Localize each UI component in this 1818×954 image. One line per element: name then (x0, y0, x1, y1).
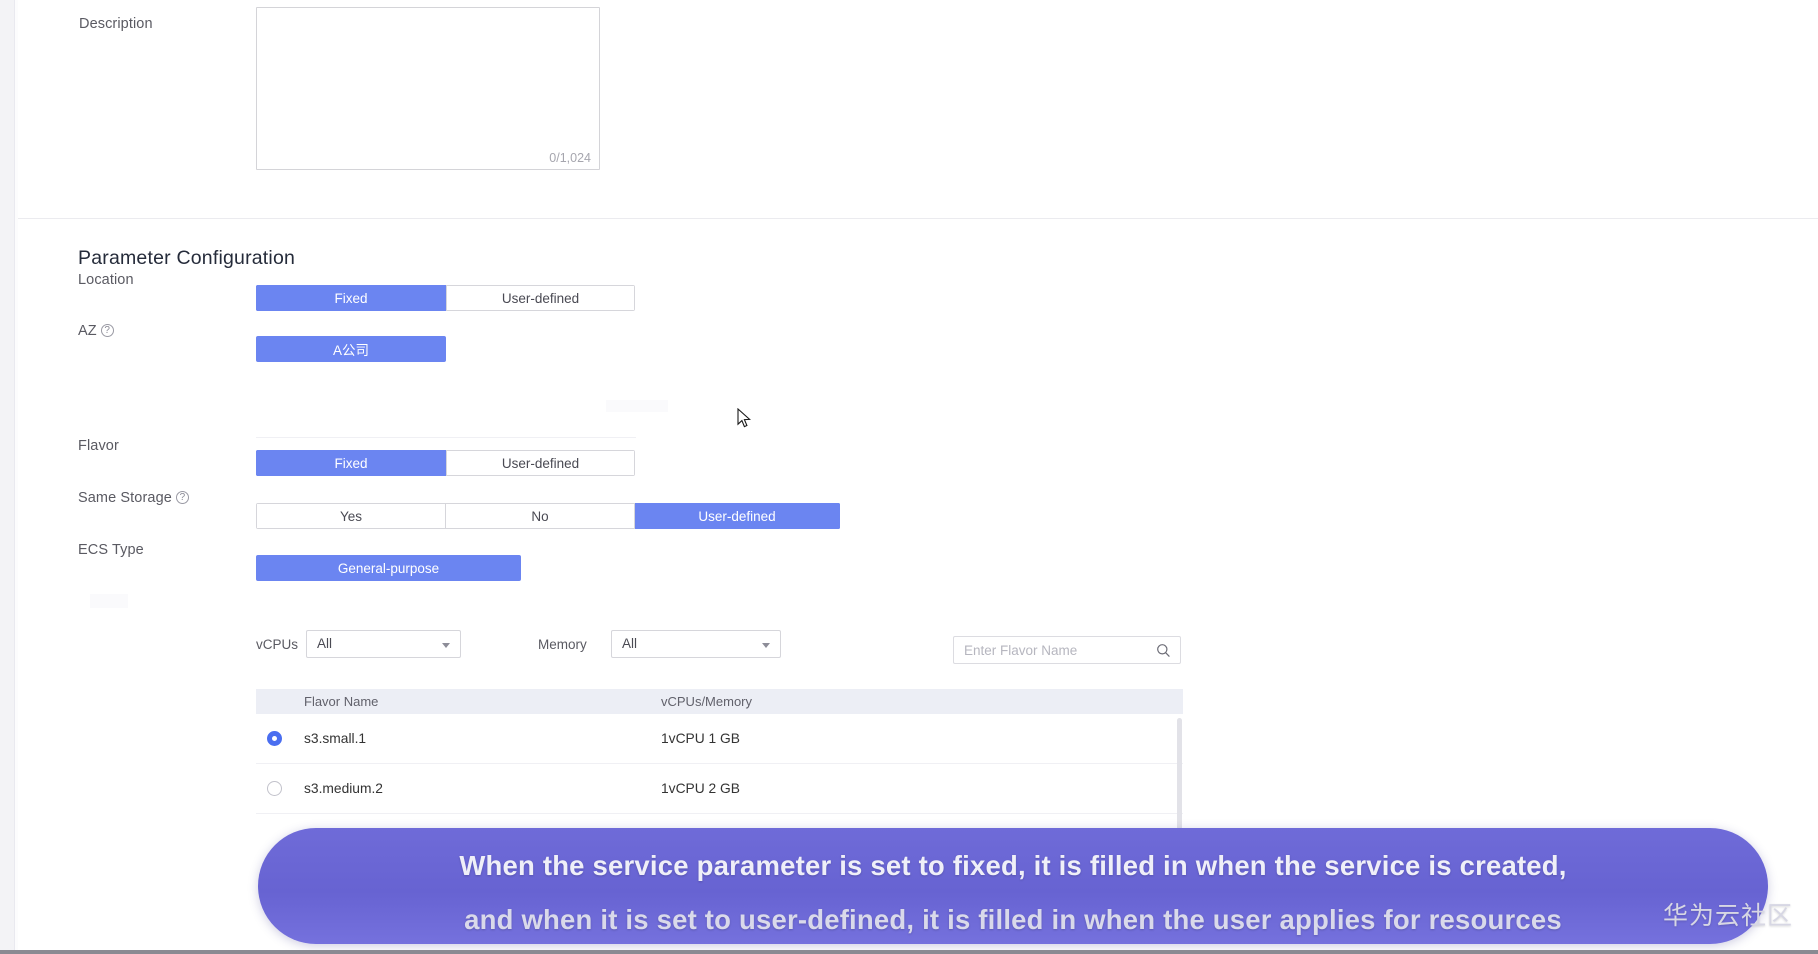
same-storage-option-yes[interactable]: Yes (256, 503, 446, 529)
page-canvas: Description 0/1,024 Parameter Configurat… (18, 0, 1818, 954)
vcpus-filter-label: vCPUs (256, 637, 299, 652)
description-textarea[interactable]: 0/1,024 (256, 7, 600, 170)
cell-flavor-name: s3.medium.2 (304, 781, 383, 796)
az-option-a-company[interactable]: A公司 (256, 336, 446, 362)
mouse-cursor (737, 407, 753, 430)
column-header-vcpus-memory: vCPUs/Memory (661, 694, 753, 709)
search-icon[interactable] (1156, 643, 1171, 658)
az-label: AZ (78, 323, 114, 339)
location-option-user-defined[interactable]: User-defined (446, 285, 635, 311)
bottom-bar (0, 950, 1818, 954)
flavor-label: Flavor (78, 438, 119, 454)
page-title: Parameter Configuration (78, 247, 296, 269)
flavor-toggle-group[interactable]: Fixed User-defined (256, 450, 635, 476)
column-header-flavor-name: Flavor Name (304, 694, 379, 709)
az-label-text: AZ (78, 323, 97, 339)
location-toggle-group[interactable]: Fixed User-defined (256, 285, 635, 311)
chevron-down-icon[interactable] (762, 643, 770, 648)
watermark: 华为云社区 (1663, 901, 1794, 930)
flavor-option-user-defined[interactable]: User-defined (446, 450, 635, 476)
flavor-search-input[interactable]: Enter Flavor Name (953, 636, 1181, 664)
table-row[interactable]: s3.medium.2 1vCPU 2 GB (256, 764, 1183, 814)
memory-select-value: All (622, 636, 638, 651)
flavor-table: Flavor Name vCPUs/Memory s3.small.1 1vCP… (256, 689, 1183, 814)
ecs-type-label: ECS Type (78, 542, 144, 558)
question-circle-icon[interactable] (100, 323, 114, 338)
chevron-down-icon[interactable] (442, 643, 450, 648)
description-char-counter: 0/1,024 (549, 151, 591, 165)
memory-filter-label: Memory (538, 637, 587, 652)
inline-divider (256, 437, 636, 438)
question-circle-icon[interactable] (175, 490, 189, 505)
memory-select[interactable]: All (611, 630, 781, 658)
table-row[interactable]: s3.small.1 1vCPU 1 GB (256, 714, 1183, 764)
row-radio[interactable] (267, 781, 282, 796)
cell-vcpus-memory: 1vCPU 2 GB (661, 781, 740, 796)
ecs-type-option-general-purpose[interactable]: General-purpose (256, 555, 521, 581)
same-storage-label: Same Storage (78, 490, 189, 506)
subtitle-banner: When the service parameter is set to fix… (258, 828, 1768, 944)
same-storage-option-user-defined[interactable]: User-defined (635, 503, 840, 529)
flavor-search-placeholder: Enter Flavor Name (964, 643, 1078, 658)
vcpus-select[interactable]: All (306, 630, 461, 658)
ghost-artifact-b (90, 594, 128, 608)
banner-line-1: When the service parameter is set to fix… (459, 850, 1567, 881)
banner-line-2: and when it is set to user-defined, it i… (464, 904, 1562, 935)
table-header-row: Flavor Name vCPUs/Memory (256, 689, 1183, 714)
ghost-artifact-a (606, 400, 668, 412)
location-option-fixed[interactable]: Fixed (256, 285, 446, 311)
same-storage-option-no[interactable]: No (446, 503, 635, 529)
same-storage-label-text: Same Storage (78, 490, 172, 506)
section-divider (18, 218, 1818, 219)
vcpus-select-value: All (317, 636, 333, 651)
flavor-option-fixed[interactable]: Fixed (256, 450, 446, 476)
location-label: Location (78, 272, 134, 288)
table-scrollbar[interactable] (1177, 718, 1182, 830)
description-row: Description 0/1,024 (18, 0, 1818, 218)
banner-text: When the service parameter is set to fix… (258, 839, 1768, 944)
left-rail-strip (0, 0, 15, 954)
left-rail-edge (15, 0, 18, 954)
row-radio-selected[interactable] (267, 731, 282, 746)
same-storage-toggle-group[interactable]: Yes No User-defined (256, 503, 840, 529)
cell-flavor-name: s3.small.1 (304, 731, 367, 746)
cell-vcpus-memory: 1vCPU 1 GB (661, 731, 740, 746)
description-label: Description (79, 16, 153, 32)
